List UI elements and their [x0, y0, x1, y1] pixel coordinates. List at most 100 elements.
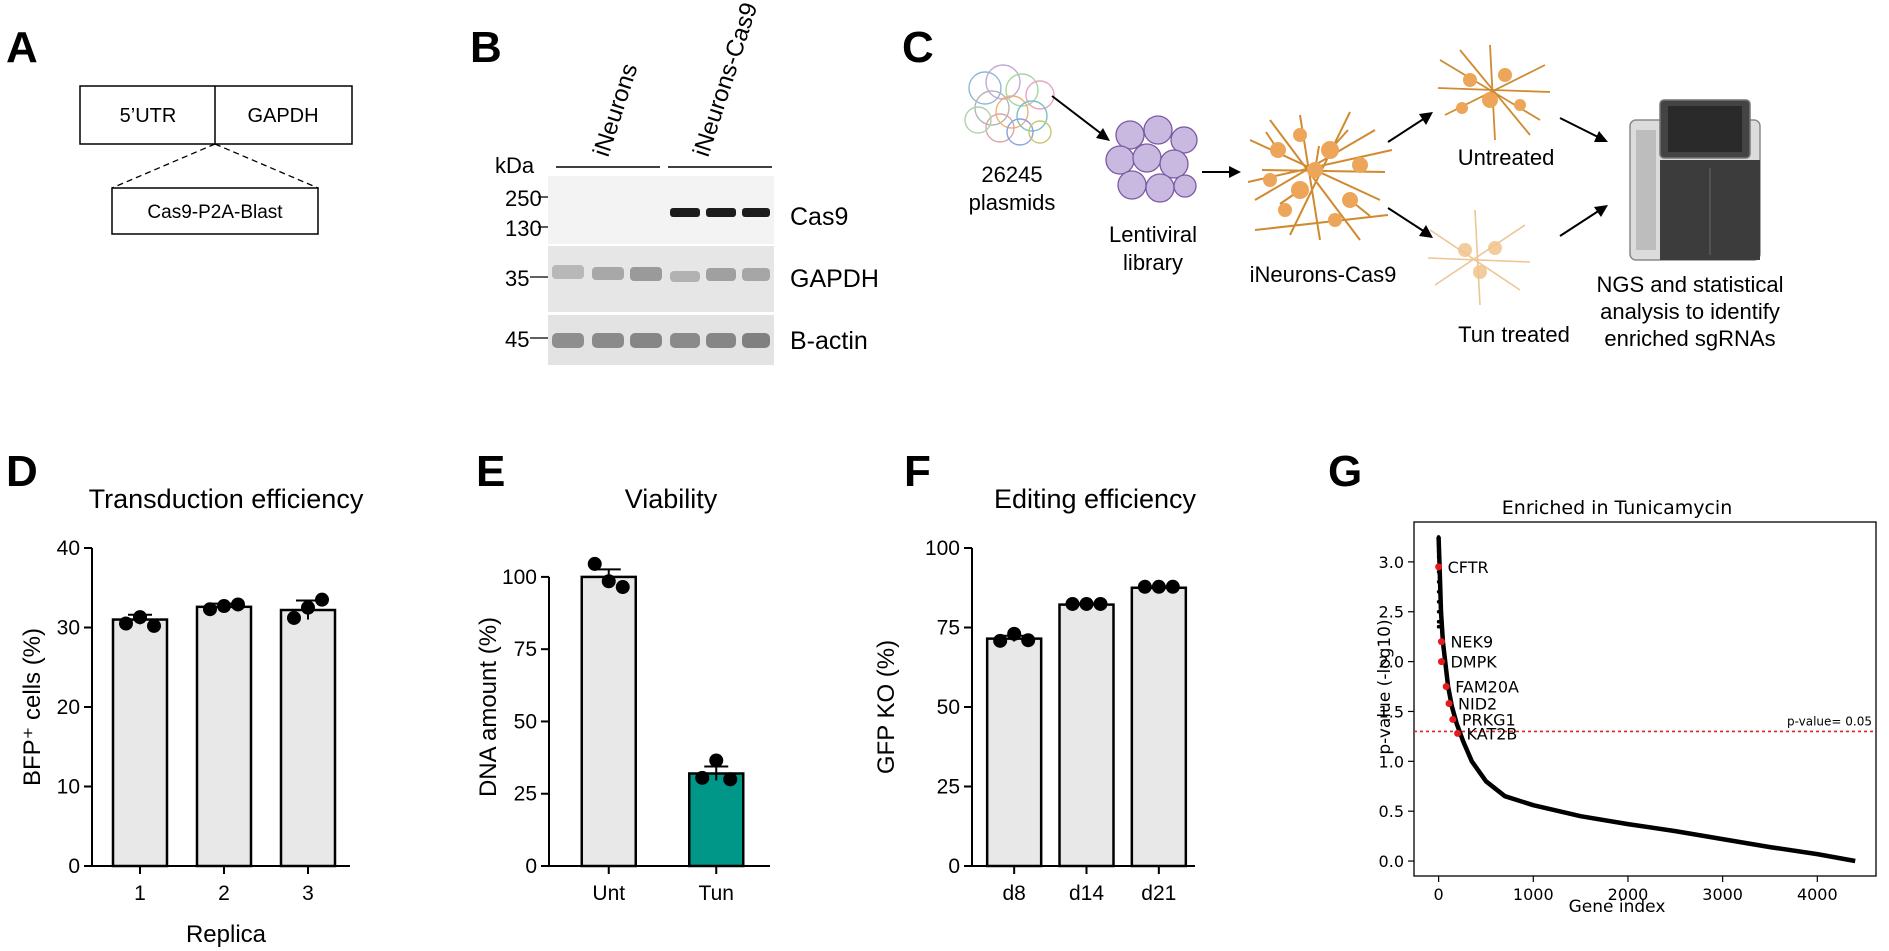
bar — [580, 575, 637, 868]
highlight-point — [1437, 658, 1445, 666]
band-bactin — [630, 333, 662, 348]
panel-letter-b: B — [470, 23, 502, 72]
panel-a: A 5’UTR GAPDH Cas9-P2A-Blast — [6, 23, 353, 235]
plasmids-count: 26245 — [981, 162, 1042, 187]
panel-c: C 26245 plasmids — [902, 23, 1784, 351]
marker-130: 130 — [505, 216, 542, 241]
y-tick-label: 100 — [502, 566, 537, 589]
band-label-bactin: B-actin — [790, 327, 868, 355]
gene-point — [1436, 580, 1441, 584]
ngs-label-2: analysis to identify — [1600, 299, 1780, 324]
chart-d-title: Transduction efficiency — [89, 484, 364, 514]
arrow-untreated-ngs — [1559, 117, 1601, 139]
y-tick-label: 0 — [525, 855, 537, 878]
highlight-point — [1435, 563, 1443, 571]
gene-label: PRKG1 — [1462, 710, 1516, 729]
arrowhead-icon — [1594, 205, 1608, 217]
x-tick-label: 1000 — [1513, 885, 1554, 904]
data-point — [695, 770, 710, 785]
data-point — [1137, 579, 1152, 594]
y-tick-label: 30 — [57, 617, 80, 640]
band-gapdh — [630, 267, 662, 281]
data-point — [301, 600, 315, 615]
y-tick-label: 1.0 — [1379, 752, 1404, 771]
ngs-label-3: enriched sgRNAs — [1604, 326, 1775, 351]
y-tick-label: 0.0 — [1379, 852, 1404, 871]
data-point — [1079, 596, 1094, 611]
data-point — [1165, 579, 1180, 594]
band-label-cas9: Cas9 — [790, 203, 848, 231]
band-cas9 — [670, 208, 700, 217]
lane-group-ineurons: iNeurons — [588, 60, 643, 160]
gene-label: NID2 — [1458, 694, 1497, 713]
threshold-label: p-value= 0.05 — [1787, 714, 1872, 728]
panel-letter-e: E — [476, 447, 505, 496]
chart-e-plot: 0 25 50 75 100 Unt Tun — [502, 556, 770, 905]
highlight-point — [1454, 729, 1462, 737]
data-point — [287, 610, 301, 625]
band-bactin — [706, 333, 736, 348]
treated-somas — [1458, 241, 1502, 279]
arrow-to-untreated — [1387, 117, 1426, 143]
ngs-label-1: NGS and statistical — [1596, 272, 1783, 297]
chart-f-title: Editing efficiency — [994, 484, 1197, 514]
panel-letter-c: C — [902, 23, 934, 72]
highlight-point — [1437, 638, 1445, 646]
gene-label: CFTR — [1448, 558, 1489, 577]
gene-point — [1436, 590, 1441, 594]
gene-point — [1436, 619, 1441, 624]
gene-label: NEK9 — [1450, 633, 1493, 652]
gene-point — [1436, 540, 1441, 544]
arrowhead-icon — [1594, 131, 1608, 142]
x-tick-label: 3 — [302, 882, 314, 905]
y-tick-label: 25 — [514, 783, 537, 806]
x-tick-label: 1 — [134, 882, 146, 905]
data-point — [147, 618, 161, 633]
plot-frame — [1413, 521, 1877, 877]
y-tick-label: 10 — [57, 776, 80, 799]
bar — [1130, 586, 1188, 868]
chart-d-plot: 0 10 20 30 40 1 2 3 — [57, 537, 350, 905]
gene-point — [1436, 555, 1441, 559]
y-tick-label: 0 — [68, 855, 80, 878]
data-point — [723, 772, 738, 787]
data-point — [993, 633, 1008, 648]
x-tick-label: d21 — [1141, 882, 1176, 905]
insert-dash-left — [111, 143, 216, 189]
insert-label: Cas9-P2A-Blast — [147, 202, 283, 223]
data-point — [231, 597, 245, 612]
chart-f-ylabel: GFP KO (%) — [873, 640, 900, 774]
arrow-to-treated — [1387, 207, 1426, 233]
plasmid-pool-icon — [964, 64, 1055, 146]
x-tick-label: 4000 — [1797, 885, 1838, 904]
blot-strip-cas9 — [548, 176, 774, 244]
arrow-treated-ngs — [1559, 209, 1601, 237]
lentiviral-library-icon — [1105, 115, 1198, 203]
x-tick-label: Tun — [699, 882, 734, 905]
x-tick-label: 0 — [1434, 885, 1444, 904]
treated-label: Tun treated — [1458, 322, 1570, 347]
bar — [688, 772, 745, 868]
data-point — [1093, 596, 1108, 611]
band-bactin — [592, 333, 624, 348]
arrowhead-icon — [1096, 128, 1110, 141]
construct-box — [79, 85, 353, 145]
y-tick-label: 40 — [57, 537, 80, 560]
chart-e-ylabel: DNA amount (%) — [475, 617, 502, 797]
x-tick-label: 2 — [218, 882, 230, 905]
y-tick-label: 100 — [925, 537, 960, 560]
y-tick-label: 50 — [937, 696, 960, 719]
band-gapdh — [706, 268, 736, 281]
bar — [985, 637, 1043, 868]
data-point — [133, 610, 147, 625]
panel-letter-d: D — [6, 447, 38, 496]
data-point — [1021, 633, 1036, 648]
insert-dash-right — [214, 143, 319, 189]
chart-g-title: Enriched in Tunicamycin — [1502, 497, 1732, 519]
library-label-2: library — [1123, 250, 1183, 275]
band-gapdh — [670, 271, 700, 282]
band-label-gapdh: GAPDH — [790, 265, 879, 293]
y-tick-label: 2.5 — [1379, 603, 1404, 622]
y-tick-label: 0.5 — [1379, 802, 1404, 821]
